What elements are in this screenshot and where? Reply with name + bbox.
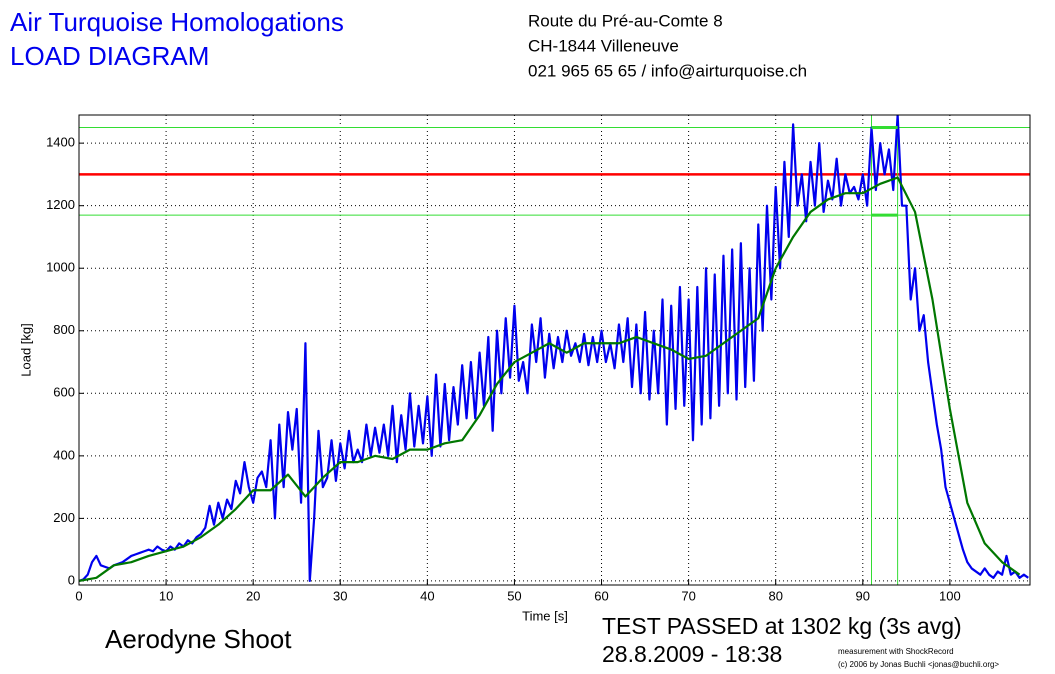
x-tick-label: 90 [856,588,870,603]
x-tick-label: 80 [768,588,782,603]
x-tick-label: 30 [333,588,347,603]
x-axis-label: Time [s] [522,608,568,623]
x-tick-label: 10 [159,588,173,603]
address-line: CH-1844 Villeneuve [528,36,679,55]
y-tick-label: 400 [53,447,75,462]
title-line: Air Turquoise Homologations [10,7,344,37]
subject: Aerodyne Shoot [105,624,292,654]
y-tick-label: 1000 [46,260,75,275]
data-line [79,176,1021,583]
address-line: 021 965 65 65 / info@airturquoise.ch [528,61,807,80]
x-tick-label: 60 [594,588,608,603]
x-tick-label: 0 [75,588,82,603]
title-line: LOAD DIAGRAM [10,41,209,71]
data-line [79,115,1029,583]
y-tick-label: 0 [68,572,75,587]
credits: measurement with ShockRecord [838,647,954,656]
y-tick-label: 200 [53,510,75,525]
x-tick-label: 50 [507,588,521,603]
y-axis-label: Load [kg] [18,323,33,377]
plot-frame [78,114,1031,586]
x-tick-label: 20 [246,588,260,603]
x-tick-label: 40 [420,588,434,603]
y-tick-label: 1200 [46,197,75,212]
x-tick-label: 100 [939,588,961,603]
x-tick-label: 70 [681,588,695,603]
y-tick-label: 600 [53,385,75,400]
result-line: 28.8.2009 - 18:38 [602,641,782,667]
result-line: TEST PASSED at 1302 kg (3s avg) [602,613,962,639]
y-tick-label: 800 [53,322,75,337]
address-line: Route du Pré-au-Comte 8 [528,11,723,30]
credits: (c) 2006 by Jonas Buchli <jonas@buchli.o… [838,660,999,669]
y-tick-label: 1400 [46,135,75,150]
